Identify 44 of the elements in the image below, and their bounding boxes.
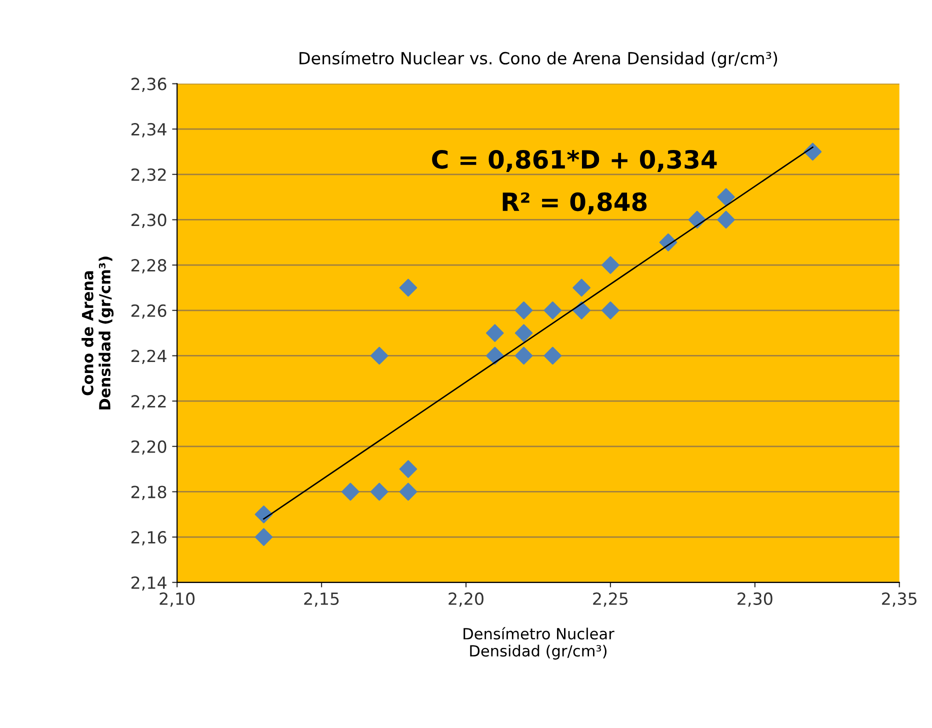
x-tick-label: 2,20 — [448, 592, 484, 607]
y-tick-label: 2,36 — [131, 78, 166, 92]
annotation: R² = 0,848 — [502, 192, 647, 214]
x-tick-label: 2,15 — [304, 592, 339, 607]
point — [544, 301, 562, 320]
point — [514, 324, 533, 342]
annotation: C = 0,861*D + 0,334 — [432, 150, 717, 172]
y-tick-label: 2,26 — [131, 304, 166, 319]
point — [572, 278, 590, 297]
point — [254, 528, 273, 546]
y-tick-label: 2,24 — [131, 350, 166, 364]
point — [486, 324, 504, 342]
x-tick-label: 2,35 — [882, 592, 916, 607]
point — [370, 482, 388, 501]
point — [399, 482, 418, 501]
point — [514, 301, 533, 320]
y-tick-label: 2,16 — [131, 531, 166, 546]
point — [370, 346, 388, 365]
x-tick-label: 2,10 — [160, 592, 195, 607]
y-tick-label: 2,34 — [131, 123, 166, 138]
chart-title: Densímetro Nuclear vs. Cono de Arena Densidad (gr/cm³) — [300, 50, 778, 68]
y-tick-label: 2,20 — [131, 440, 166, 455]
point — [514, 346, 533, 365]
point — [602, 256, 620, 274]
y-tick-label: 2,18 — [131, 486, 166, 500]
y-tick-label: 2,32 — [131, 168, 166, 183]
x-axis-title: Densímetro Nuclear Densidad (gr/cm³) — [464, 627, 614, 660]
y-tick-label: 2,14 — [131, 576, 166, 591]
point — [399, 460, 418, 478]
y-tick-label: 2,30 — [131, 214, 166, 228]
point — [602, 301, 620, 320]
point — [342, 482, 360, 501]
point — [717, 210, 735, 229]
point — [572, 301, 590, 320]
x-tick-label: 2,30 — [738, 592, 772, 607]
y-tick-label: 2,28 — [131, 259, 166, 274]
x-tick-label: 2,25 — [593, 592, 628, 607]
point — [544, 346, 562, 365]
y-tick-label: 2,22 — [131, 395, 166, 410]
y-axis-title: Cono de Arena Densidad (gr/cm³) — [82, 256, 114, 410]
point — [399, 278, 418, 297]
point — [717, 188, 735, 206]
point — [804, 142, 822, 161]
point — [486, 346, 504, 365]
